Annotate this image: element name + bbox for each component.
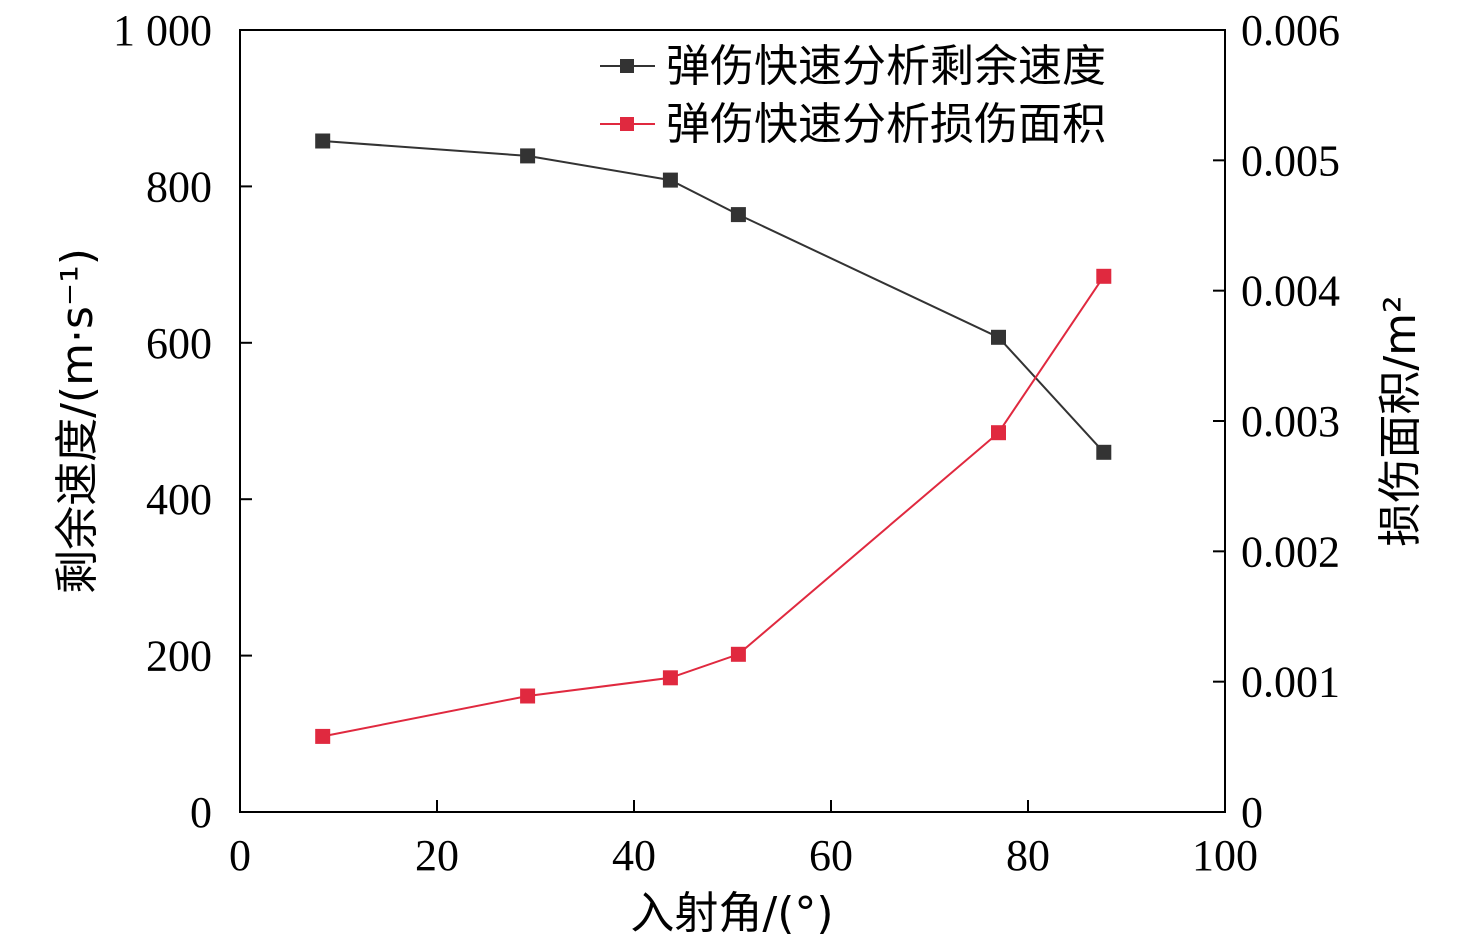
legend: 弹伤快速分析剩余速度 弹伤快速分析损伤面积 bbox=[600, 41, 1106, 150]
series-1-point-4 bbox=[991, 425, 1006, 441]
series-0-point-4 bbox=[991, 329, 1006, 345]
series-0-point-2 bbox=[662, 172, 678, 188]
x-tick-label-3: 60 bbox=[809, 831, 853, 880]
series-1-point-3 bbox=[730, 646, 746, 662]
legend-marker-damage-area bbox=[620, 117, 634, 131]
right-y-tick-label-6: 0.006 bbox=[1241, 6, 1340, 55]
right-y-tick-label-4: 0.004 bbox=[1241, 267, 1340, 316]
x-tick-label-1: 20 bbox=[415, 831, 459, 880]
x-axis-title: 入射角/(°) bbox=[630, 888, 833, 939]
right-y-tick-label-0: 0 bbox=[1241, 788, 1263, 837]
right-y-axis-ticks: 0 0.001 0.002 0.003 0.004 0.005 0.006 bbox=[1213, 6, 1340, 837]
series-0-point-0 bbox=[315, 133, 331, 149]
series-1-point-5 bbox=[1096, 268, 1112, 284]
series-0-point-3 bbox=[730, 207, 746, 223]
x-tick-label-5: 100 bbox=[1192, 831, 1258, 880]
left-y-tick-label-3: 600 bbox=[146, 319, 212, 368]
right-y-tick-label-1: 0.001 bbox=[1241, 658, 1340, 707]
series-1-point-0 bbox=[315, 728, 331, 744]
left-y-axis-title: 剩余速度/(m·s⁻¹) bbox=[52, 248, 103, 594]
legend-label-damage-area: 弹伤快速分析损伤面积 bbox=[666, 99, 1106, 150]
left-y-tick-label-0: 0 bbox=[190, 788, 212, 837]
series-line-0 bbox=[322, 140, 1105, 453]
series-0-point-1 bbox=[520, 148, 536, 164]
left-y-tick-label-2: 400 bbox=[146, 475, 212, 524]
legend-item-damage-area: 弹伤快速分析损伤面积 bbox=[600, 99, 1106, 150]
legend-marker-remaining-velocity bbox=[620, 59, 634, 73]
x-axis-ticks: 0 20 40 60 80 100 bbox=[229, 800, 1258, 880]
series-line-1 bbox=[322, 275, 1105, 738]
x-tick-label-4: 80 bbox=[1006, 831, 1050, 880]
right-y-tick-label-3: 0.003 bbox=[1241, 397, 1340, 446]
legend-item-remaining-velocity: 弹伤快速分析剩余速度 bbox=[600, 41, 1106, 92]
series-layer bbox=[315, 133, 1112, 744]
x-tick-label-0: 0 bbox=[229, 831, 251, 880]
left-y-tick-label-4: 800 bbox=[146, 162, 212, 211]
legend-label-remaining-velocity: 弹伤快速分析剩余速度 bbox=[666, 41, 1106, 92]
left-y-tick-label-5: 1 000 bbox=[113, 6, 212, 55]
series-1-point-1 bbox=[520, 688, 536, 704]
series-0-point-5 bbox=[1096, 444, 1112, 460]
left-y-tick-label-1: 200 bbox=[146, 632, 212, 681]
left-y-axis-ticks: 0 200 400 600 800 1 000 bbox=[113, 6, 252, 837]
right-y-axis-title: 损伤面积/m² bbox=[1375, 295, 1426, 546]
right-y-tick-label-2: 0.002 bbox=[1241, 527, 1340, 576]
right-y-tick-label-5: 0.005 bbox=[1241, 136, 1340, 185]
series-1-point-2 bbox=[662, 670, 678, 686]
x-tick-label-2: 40 bbox=[612, 831, 656, 880]
